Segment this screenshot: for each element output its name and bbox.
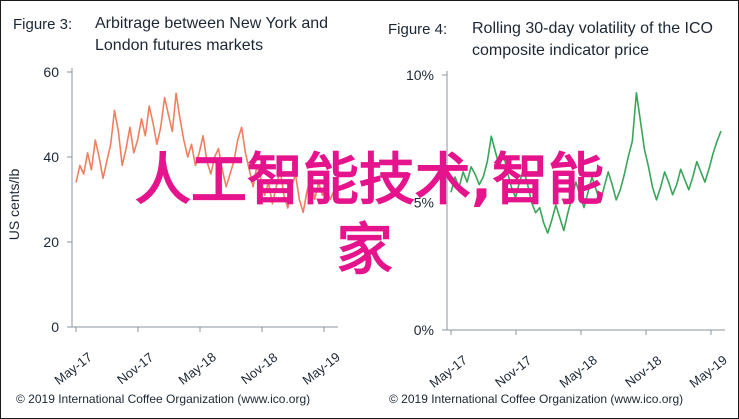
figure-3-title-line-1: Arbitrage between New York and (95, 15, 329, 32)
figure-4-y-tick-label: 5% (414, 195, 434, 211)
overlay-line-1: 人工智能技术,智能 (134, 148, 605, 213)
figure-4-label: Figure 4: (388, 21, 448, 38)
figure-4-x-tick-label: May-18 (557, 352, 600, 391)
figure-4-x-tick-label: Nov-18 (622, 353, 664, 391)
figure-3-footer: © 2019 International Coffee Organization… (16, 392, 311, 406)
figure-3-y-axis-label: US cents/lb (6, 168, 22, 240)
figure-3-x-tick-label: Nov-17 (114, 350, 156, 388)
figure-4-title-line-1: Rolling 30-day volatility of the ICO (472, 20, 713, 37)
overlay-text: 人工智能技术,智能 家 (0, 146, 739, 286)
figure-4-x-tick-label: May-19 (687, 352, 730, 391)
figure-4-title: Rolling 30-day volatility of the ICO com… (472, 18, 713, 62)
figure-3-x-tick-label: May-17 (52, 349, 95, 388)
figure-3-label: Figure 3: (13, 16, 73, 33)
figure-4-title-line-2: composite indicator price (472, 42, 649, 59)
figure-4-series-line (450, 92, 722, 234)
figure-3-y-tick-label: 0 (51, 319, 59, 335)
figure-3-y-tick-label: 60 (43, 64, 59, 80)
figure-3-x-tick-label: Nov-18 (238, 350, 280, 388)
figure-4-footer: © 2019 International Coffee Organization… (389, 392, 684, 406)
figure-4-y-tick-label: 10% (406, 67, 434, 83)
figure-3-y-tick-label: 20 (43, 234, 59, 250)
figure-3-series-line (75, 92, 335, 214)
figure-4-x-tick-label: May-17 (427, 352, 470, 391)
overlay-line-2: 家 (336, 218, 393, 283)
figure-4-x-tick-label: Nov-17 (492, 353, 534, 391)
figure-3-title: Arbitrage between New York and London fu… (95, 13, 328, 57)
figure-3-y-tick-label: 40 (43, 149, 59, 165)
figure-4-y-tick-label: 0% (414, 322, 434, 338)
figure-3-title-line-2: London futures markets (95, 37, 264, 54)
figure-3-x-tick-label: May-19 (300, 349, 343, 388)
figure-3-x-tick-label: May-18 (176, 349, 219, 388)
